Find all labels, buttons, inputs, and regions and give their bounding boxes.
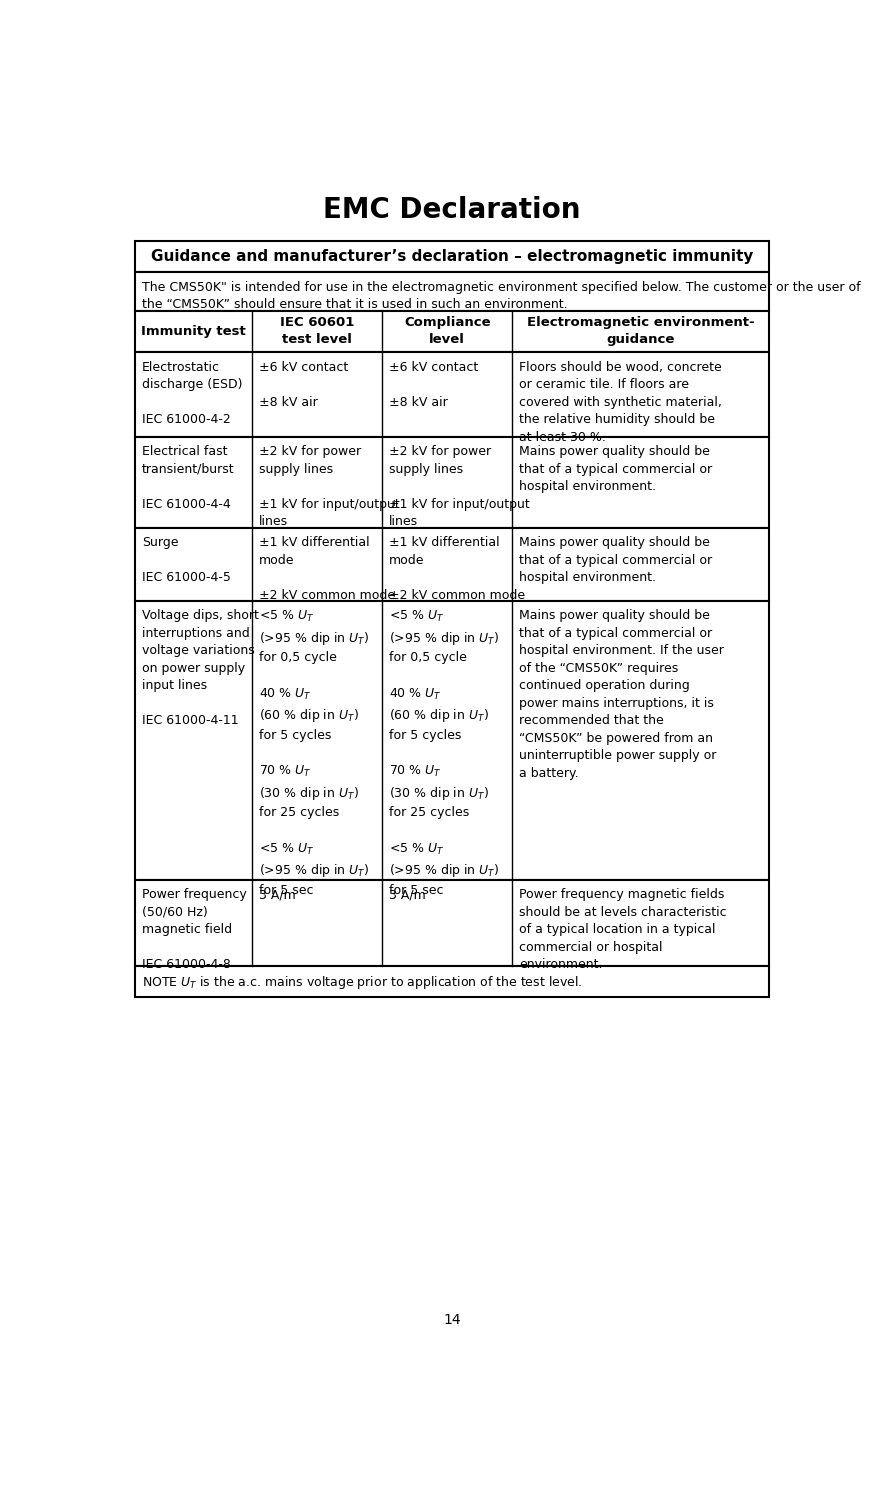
Bar bbox=[135, 272, 769, 311]
Text: Floors should be wood, concrete
or ceramic tile. If floors are
covered with synt: Floors should be wood, concrete or ceram… bbox=[519, 361, 722, 444]
Text: Power frequency magnetic fields
should be at levels characteristic
of a typical : Power frequency magnetic fields should b… bbox=[519, 888, 727, 971]
Bar bbox=[135, 242, 769, 272]
Bar bbox=[135, 601, 769, 880]
Bar bbox=[135, 352, 769, 436]
Text: Mains power quality should be
that of a typical commercial or
hospital environme: Mains power quality should be that of a … bbox=[519, 610, 724, 779]
Bar bbox=[135, 966, 769, 997]
Text: Mains power quality should be
that of a typical commercial or
hospital environme: Mains power quality should be that of a … bbox=[519, 445, 713, 494]
Text: Voltage dips, short
interruptions and
voltage variations
on power supply
input l: Voltage dips, short interruptions and vo… bbox=[142, 610, 259, 728]
Text: The CMS50K" is intended for use in the electromagnetic environment specified bel: The CMS50K" is intended for use in the e… bbox=[142, 281, 861, 311]
Text: Electromagnetic environment-
guidance: Electromagnetic environment- guidance bbox=[527, 317, 754, 346]
Text: EMC Declaration: EMC Declaration bbox=[324, 196, 580, 225]
Text: 14: 14 bbox=[444, 1314, 460, 1327]
Text: ±2 kV for power
supply lines

±1 kV for input/output
lines: ±2 kV for power supply lines ±1 kV for i… bbox=[259, 445, 400, 528]
Text: <5 % $U_T$
(>95 % dip in $U_T$)
for 0,5 cycle

40 % $U_T$
(60 % dip in $U_T$)
fo: <5 % $U_T$ (>95 % dip in $U_T$) for 0,5 … bbox=[259, 610, 370, 897]
Text: Surge

IEC 61000-4-5: Surge IEC 61000-4-5 bbox=[142, 536, 231, 584]
Text: Power frequency
(50/60 Hz)
magnetic field

IEC 61000-4-8: Power frequency (50/60 Hz) magnetic fiel… bbox=[142, 888, 247, 971]
Text: ±6 kV contact

±8 kV air: ±6 kV contact ±8 kV air bbox=[389, 361, 479, 409]
Text: ±6 kV contact

±8 kV air: ±6 kV contact ±8 kV air bbox=[259, 361, 348, 409]
Bar bbox=[135, 527, 769, 601]
Text: Guidance and manufacturer’s declaration – electromagnetic immunity: Guidance and manufacturer’s declaration … bbox=[151, 249, 753, 264]
Text: IEC 60601
test level: IEC 60601 test level bbox=[280, 317, 355, 346]
Text: Mains power quality should be
that of a typical commercial or
hospital environme: Mains power quality should be that of a … bbox=[519, 536, 713, 584]
Text: 3 A/m: 3 A/m bbox=[389, 888, 426, 901]
Text: 3 A/m: 3 A/m bbox=[259, 888, 296, 901]
Text: Electrostatic
discharge (ESD)

IEC 61000-4-2: Electrostatic discharge (ESD) IEC 61000-… bbox=[142, 361, 243, 426]
Bar bbox=[135, 880, 769, 966]
Bar bbox=[135, 436, 769, 527]
Text: ±1 kV differential
mode

±2 kV common mode: ±1 kV differential mode ±2 kV common mod… bbox=[259, 536, 395, 601]
Text: Compliance
level: Compliance level bbox=[404, 317, 490, 346]
Text: ±1 kV differential
mode

±2 kV common mode: ±1 kV differential mode ±2 kV common mod… bbox=[389, 536, 526, 601]
Text: NOTE $U_T$ is the a.c. mains voltage prior to application of the test level.: NOTE $U_T$ is the a.c. mains voltage pri… bbox=[142, 974, 582, 991]
Bar bbox=[135, 311, 769, 352]
Text: Electrical fast
transient/burst

IEC 61000-4-4: Electrical fast transient/burst IEC 6100… bbox=[142, 445, 235, 510]
Text: ±2 kV for power
supply lines

±1 kV for input/output
lines: ±2 kV for power supply lines ±1 kV for i… bbox=[389, 445, 530, 528]
Text: <5 % $U_T$
(>95 % dip in $U_T$)
for 0,5 cycle

40 % $U_T$
(60 % dip in $U_T$)
fo: <5 % $U_T$ (>95 % dip in $U_T$) for 0,5 … bbox=[389, 610, 500, 897]
Text: Immunity test: Immunity test bbox=[141, 325, 246, 338]
